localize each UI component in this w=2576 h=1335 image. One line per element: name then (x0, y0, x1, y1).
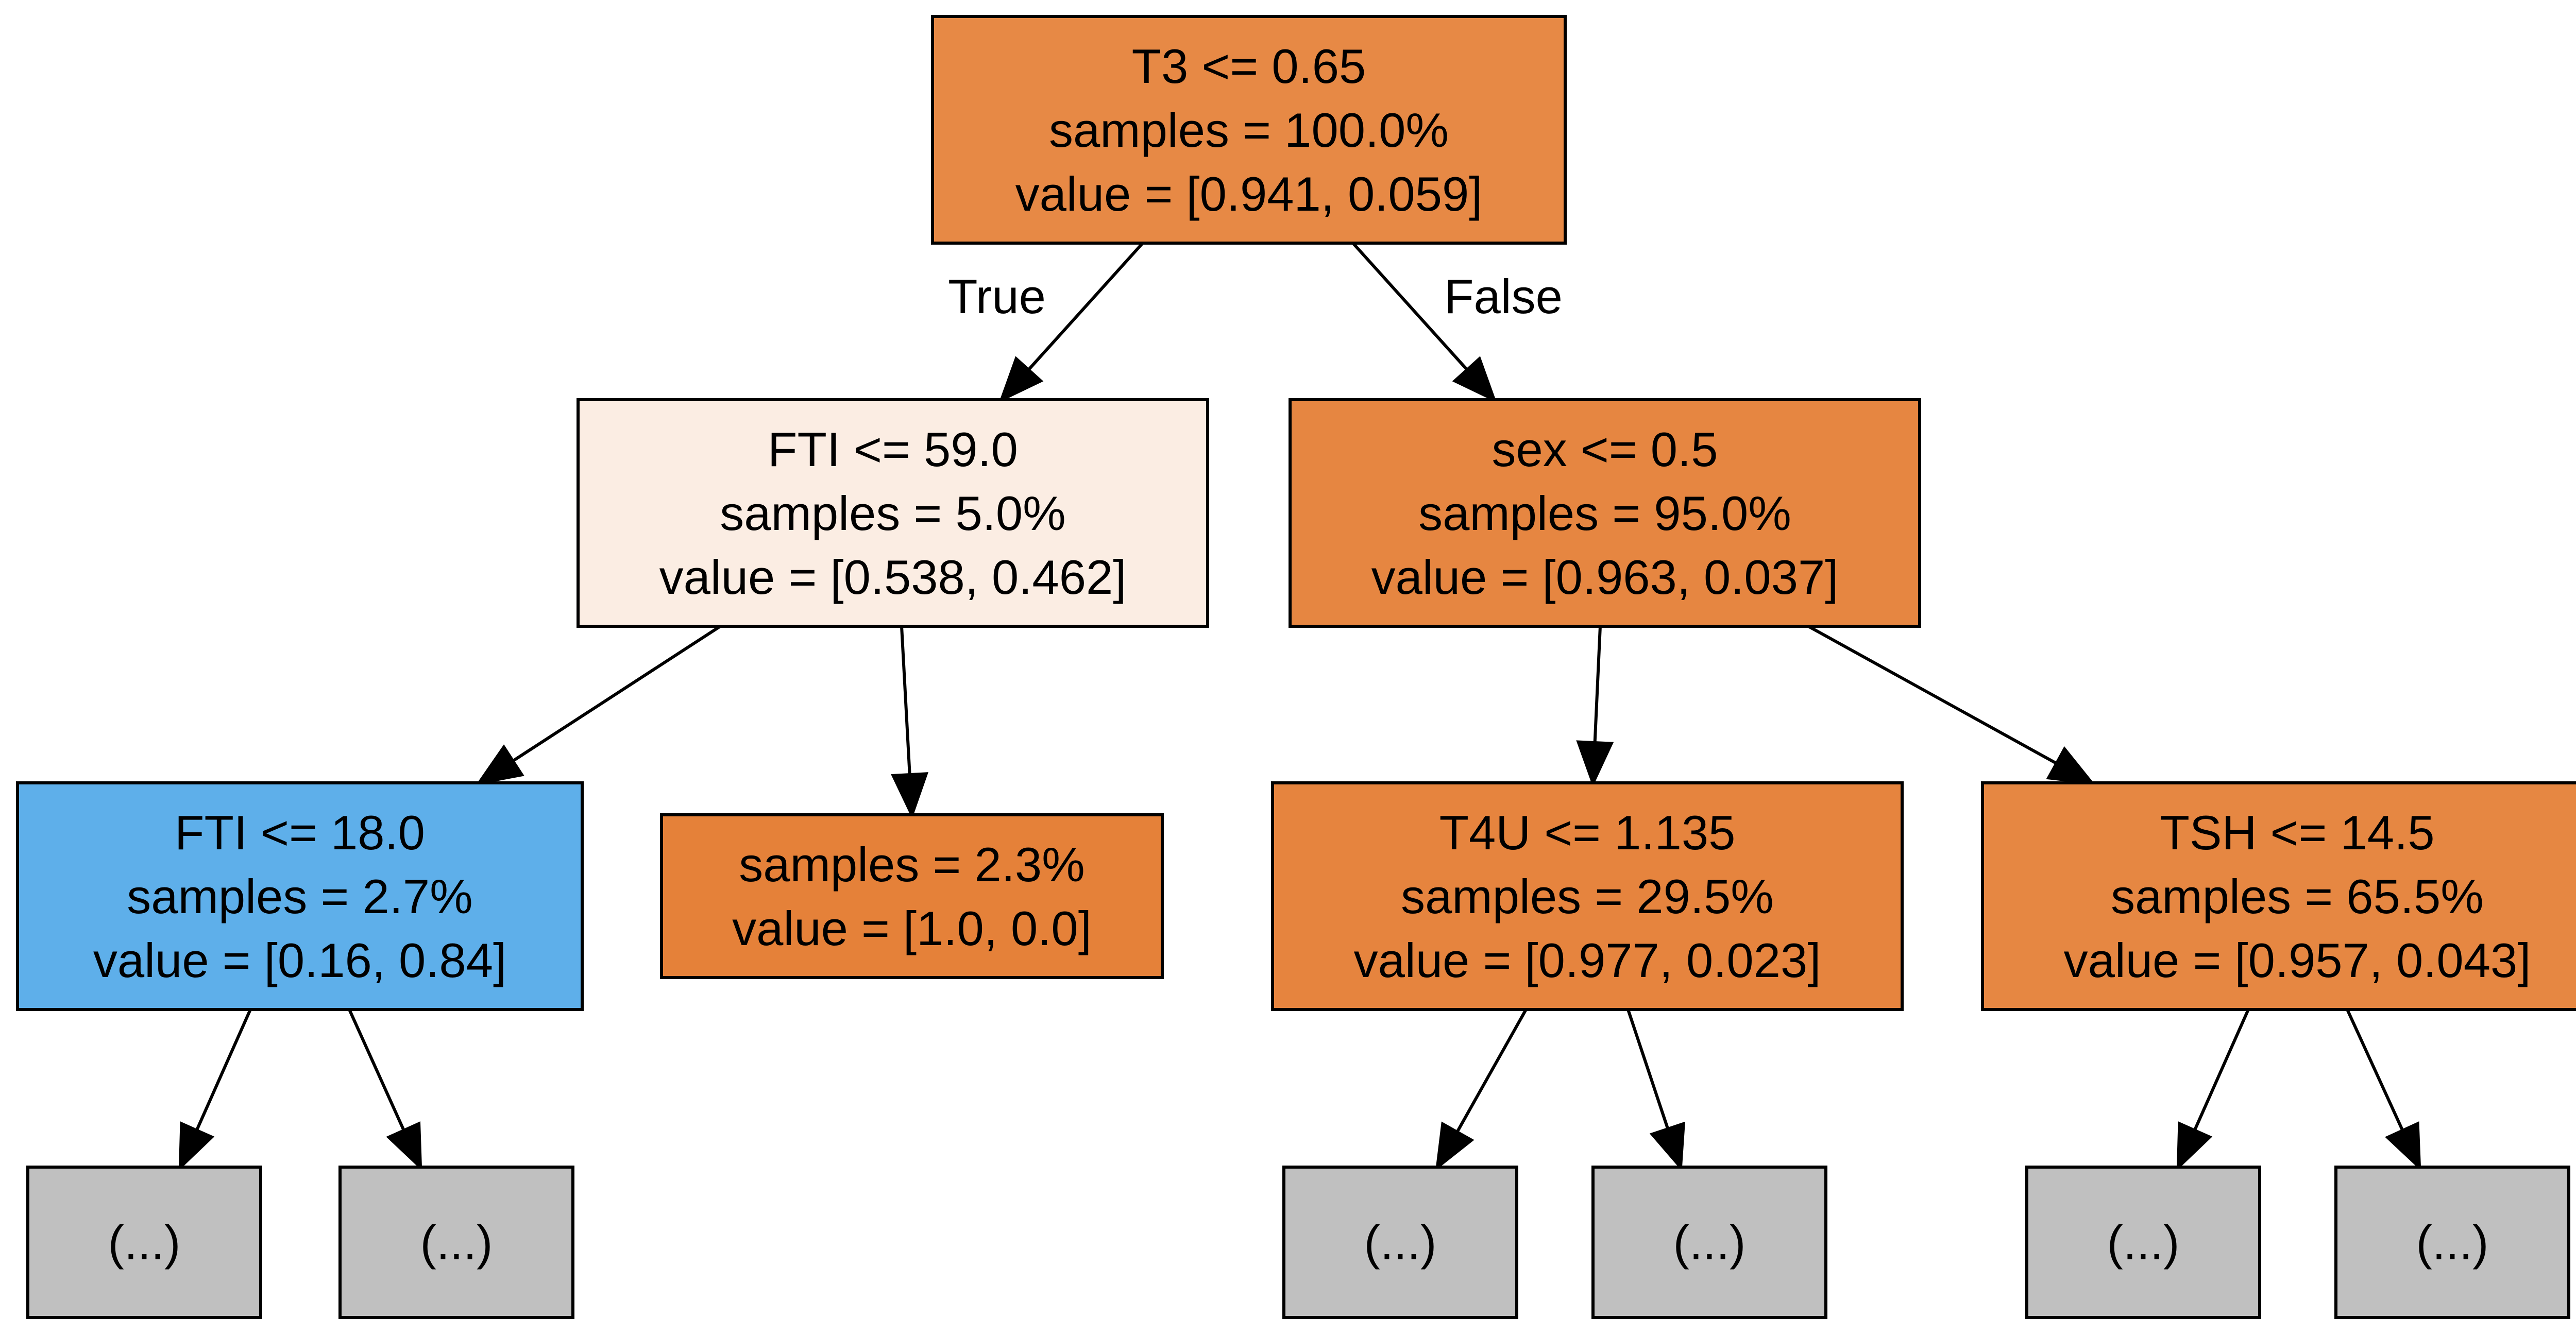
node-box (660, 813, 1164, 979)
tree-edge (1626, 1009, 1670, 1129)
tree-node-fti-18: FTI <= 18.0 samples = 2.7% value = [0.16, … (16, 781, 584, 1011)
node-box (931, 15, 1567, 245)
edge-arrowhead (386, 1121, 422, 1171)
tree-edge (1455, 1008, 1528, 1133)
tree-edge (1351, 242, 1469, 371)
node-label-line: FTI <= 59.0 (768, 422, 1018, 476)
node-label-line: TSH <= 14.5 (2160, 806, 2435, 860)
node-label-line: value = [0.941, 0.059] (1015, 167, 1483, 221)
tree-node-fti-59: FTI <= 59.0 samples = 5.0% value = [0.538,… (577, 398, 1209, 628)
edge-arrowhead (178, 1121, 215, 1171)
tree-node-trunc-5: (...) (2025, 1166, 2261, 1319)
node-label-line: value = [0.538, 0.462] (659, 550, 1127, 604)
node-label-line: value = [0.977, 0.023] (1354, 933, 1821, 987)
node-label-line: FTI <= 18.0 (175, 806, 425, 860)
tree-edge (1593, 626, 1602, 743)
tree-edge (348, 1008, 405, 1132)
tree-node-trunc-4: (...) (1591, 1166, 1827, 1319)
node-box (1282, 1166, 1518, 1319)
node-box (2334, 1166, 2570, 1319)
tree-edge (2346, 1008, 2404, 1132)
node-box (1981, 781, 2576, 1011)
tree-node-t4u: T4U <= 1.135 samples = 29.5% value = [0.97… (1271, 781, 1904, 1011)
edge-label-false: False (1444, 269, 1563, 323)
tree-node-tsh: TSH <= 14.5 samples = 65.5% value = [0.957… (1981, 781, 2576, 1011)
node-label-line: samples = 2.3% (739, 837, 1084, 892)
node-box (1271, 781, 1904, 1011)
node-label-line: samples = 5.0% (720, 486, 1065, 540)
tree-node-sex-05: sex <= 0.5 samples = 95.0% value = [0.963,… (1289, 398, 1921, 628)
node-box (577, 398, 1209, 628)
node-label-line: samples = 29.5% (1401, 869, 1774, 923)
node-label-line: samples = 65.5% (2111, 869, 2484, 923)
tree-edge (1027, 242, 1144, 371)
node-label-line: (...) (1673, 1216, 1746, 1270)
node-label-line: samples = 2.7% (127, 869, 472, 923)
node-label-line: value = [0.957, 0.043] (2064, 933, 2531, 987)
node-label-line: T3 <= 0.65 (1132, 39, 1366, 93)
node-label-line: (...) (108, 1216, 181, 1270)
tree-edges (178, 242, 2421, 1171)
node-box (338, 1166, 574, 1319)
tree-node-root: T3 <= 0.65 samples = 100.0% value = [0.941… (931, 15, 1567, 245)
tree-node-trunc-3: (...) (1282, 1166, 1518, 1319)
edge-arrowhead (476, 744, 524, 785)
node-label-line: value = [0.963, 0.037] (1371, 550, 1839, 604)
node-box (1591, 1166, 1827, 1319)
tree-edge (2193, 1008, 2250, 1131)
node-label-line: samples = 100.0% (1049, 103, 1449, 157)
tree-edge (1807, 625, 2058, 765)
node-box (1289, 398, 1921, 628)
tree-node-trunc-1: (...) (26, 1166, 262, 1319)
tree-node-trunc-6: (...) (2334, 1166, 2570, 1319)
edge-arrowhead (1576, 740, 1614, 787)
tree-node-leaf-23: samples = 2.3% value = [1.0, 0.0] (660, 813, 1164, 979)
edge-arrowhead (1452, 356, 1497, 403)
node-label-line: T4U <= 1.135 (1439, 806, 1736, 860)
tree-node-trunc-2: (...) (338, 1166, 574, 1319)
node-label-line: value = [1.0, 0.0] (732, 901, 1092, 955)
node-label-line: sex <= 0.5 (1492, 422, 1718, 476)
tree-edge (900, 626, 911, 775)
tree-edge (195, 1008, 252, 1131)
edge-arrowhead (998, 356, 1044, 403)
edge-arrowhead (1649, 1121, 1685, 1171)
node-label-line: (...) (1364, 1216, 1437, 1270)
edge-arrowhead (2385, 1121, 2421, 1171)
node-box (2025, 1166, 2261, 1319)
node-label-line: samples = 95.0% (1418, 486, 1791, 540)
node-label-line: value = [0.16, 0.84] (93, 933, 506, 987)
node-label-line: (...) (420, 1216, 493, 1270)
node-label-line: (...) (2107, 1216, 2180, 1270)
tree-nodes: T3 <= 0.65 samples = 100.0% value = [0.941… (16, 15, 2576, 1319)
node-box (16, 781, 584, 1011)
node-label-line: (...) (2416, 1216, 2489, 1270)
edge-arrowhead (1435, 1121, 1475, 1171)
edge-arrowhead (2176, 1121, 2213, 1171)
tree-edge (512, 625, 721, 763)
edge-arrowhead (2046, 746, 2095, 785)
edge-label-true: True (948, 269, 1046, 323)
node-box (26, 1166, 262, 1319)
edge-arrowhead (891, 772, 928, 819)
